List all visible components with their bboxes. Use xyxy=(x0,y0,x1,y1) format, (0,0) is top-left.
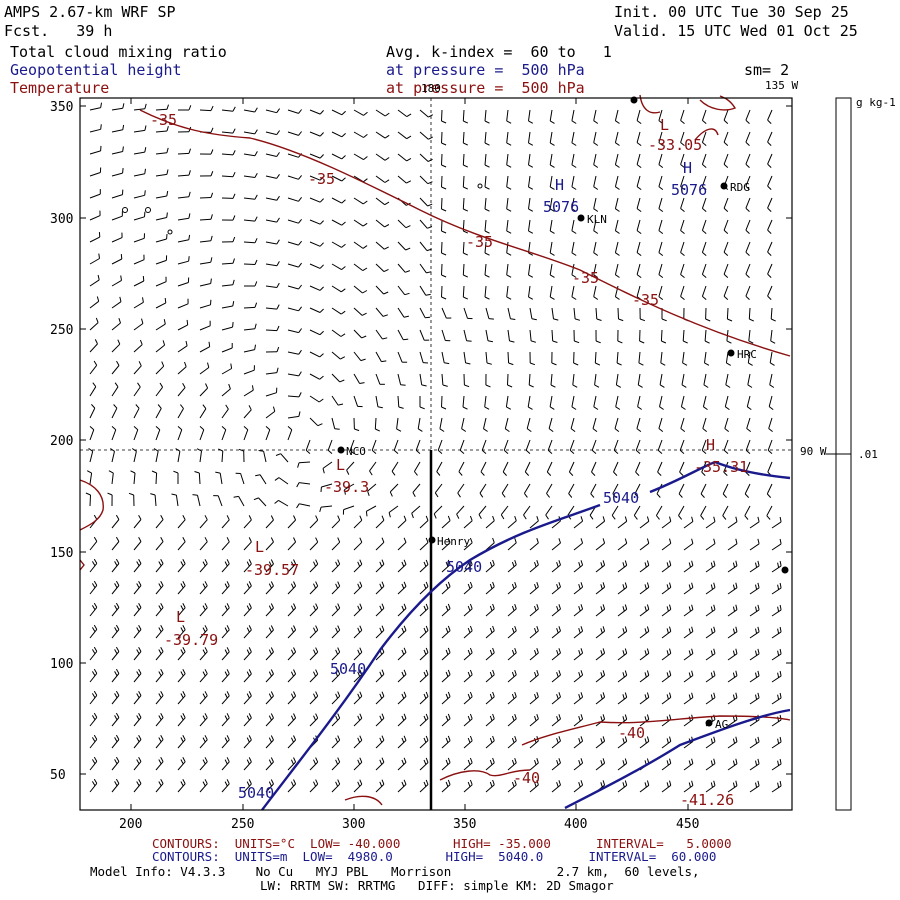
station-label: KLN xyxy=(587,213,607,226)
y-tick-label: 300 xyxy=(50,212,73,227)
y-tick-label: 200 xyxy=(50,434,73,449)
field-height-label: Geopotential height xyxy=(10,61,182,79)
pressure-center-letter: L xyxy=(255,538,264,556)
pressure-center-value: 5076 xyxy=(543,198,579,216)
temperature-contour-label: -35 xyxy=(572,269,599,287)
temperature-contour-label: -40 xyxy=(618,724,645,742)
height-contours xyxy=(261,460,791,811)
x-tick-label: 350 xyxy=(453,817,476,832)
pressure-center-value: 5076 xyxy=(671,181,707,199)
x-tick-label: 450 xyxy=(676,817,699,832)
station-label: NCO xyxy=(346,445,366,458)
valid-time: Valid. 15 UTC Wed 01 Oct 25 xyxy=(614,22,858,40)
k-index-range: Avg. k-index = 60 to 1 xyxy=(386,43,612,61)
pressure-center-value: -35.31 xyxy=(694,458,748,476)
height-contour-label: 5040 xyxy=(446,558,482,576)
y-tick-label: 150 xyxy=(50,546,73,561)
height-contour-label: 5040 xyxy=(603,489,639,507)
wind-barbs xyxy=(85,102,782,793)
lon-label-135w: 135 W xyxy=(765,79,798,92)
pressure-center-value: -39.57 xyxy=(245,561,299,579)
pressure-center-letter: H xyxy=(555,176,564,194)
temperature-contour-label: -35 xyxy=(466,233,493,251)
init-time: Init. 00 UTC Tue 30 Sep 25 xyxy=(614,3,849,21)
pressure-level-temp: at pressure = 500 hPa xyxy=(386,79,585,97)
footer-model-info: Model Info: V4.3.3 No Cu MYJ PBL Morriso… xyxy=(90,864,700,879)
pressure-level-height: at pressure = 500 hPa xyxy=(386,61,585,79)
height-contour-label: 5040 xyxy=(238,784,274,802)
temperature-contour-label: -35 xyxy=(632,291,659,309)
station-label: RDG xyxy=(730,181,750,194)
x-tick-label: 200 xyxy=(119,817,142,832)
y-tick-label: 100 xyxy=(50,657,73,672)
x-tick-label: 250 xyxy=(231,817,254,832)
smoothing-label: sm= 2 xyxy=(744,61,790,79)
height-contour-label: 5040 xyxy=(330,660,366,678)
model-title: AMPS 2.67-km WRF SP xyxy=(4,3,176,21)
footer-height-contours: CONTOURS: UNITS=m LOW= 4980.0 HIGH= 5040… xyxy=(152,849,717,864)
forecast-hour: Fcst. 39 h xyxy=(4,22,113,40)
footer-physics-info: LW: RRTM SW: RRTMG DIFF: simple KM: 2D S… xyxy=(260,878,614,893)
cloud-markers xyxy=(122,183,483,235)
pressure-center-value: -39.3 xyxy=(324,478,369,496)
colorbar-unit: g kg-1 xyxy=(856,96,896,109)
temperature-contour-label: -40 xyxy=(513,769,540,787)
map-frame xyxy=(79,97,793,811)
field-temp-label: Temperature xyxy=(10,79,110,97)
x-tick-label: 300 xyxy=(342,817,365,832)
temperature-contour-label: -35 xyxy=(150,111,177,129)
pressure-center-letter: L xyxy=(176,608,185,626)
pressure-center-value: -39.79 xyxy=(164,631,218,649)
footer-temp-contours: CONTOURS: UNITS=°C LOW= -40.000 HIGH= -3… xyxy=(152,836,732,851)
y-tick-label: 50 xyxy=(50,768,66,783)
pressure-center-letter: H xyxy=(706,436,715,454)
field-cloud-label: Total cloud mixing ratio xyxy=(10,43,227,61)
colorbar-value: .01 xyxy=(858,448,878,461)
station-label: AG xyxy=(715,718,728,731)
station-label: HRC xyxy=(737,348,757,361)
lon-label-180: 180 xyxy=(421,82,441,95)
pressure-center-letter: L xyxy=(660,116,669,134)
y-tick-label: 350 xyxy=(50,100,73,115)
pressure-center-value: -33.05 xyxy=(648,136,702,154)
station-label: Henry xyxy=(437,535,470,548)
axis-ticks xyxy=(80,98,792,810)
pressure-center-value: -41.26 xyxy=(680,791,734,809)
temperature-contour-label: -35 xyxy=(308,170,335,188)
station-markers xyxy=(337,96,789,727)
y-tick-label: 250 xyxy=(50,323,73,338)
lon-label-90w: 90 W xyxy=(800,445,827,458)
pressure-center-letter: L xyxy=(336,456,345,474)
x-tick-label: 400 xyxy=(564,817,587,832)
pressure-center-letter: H xyxy=(683,159,692,177)
